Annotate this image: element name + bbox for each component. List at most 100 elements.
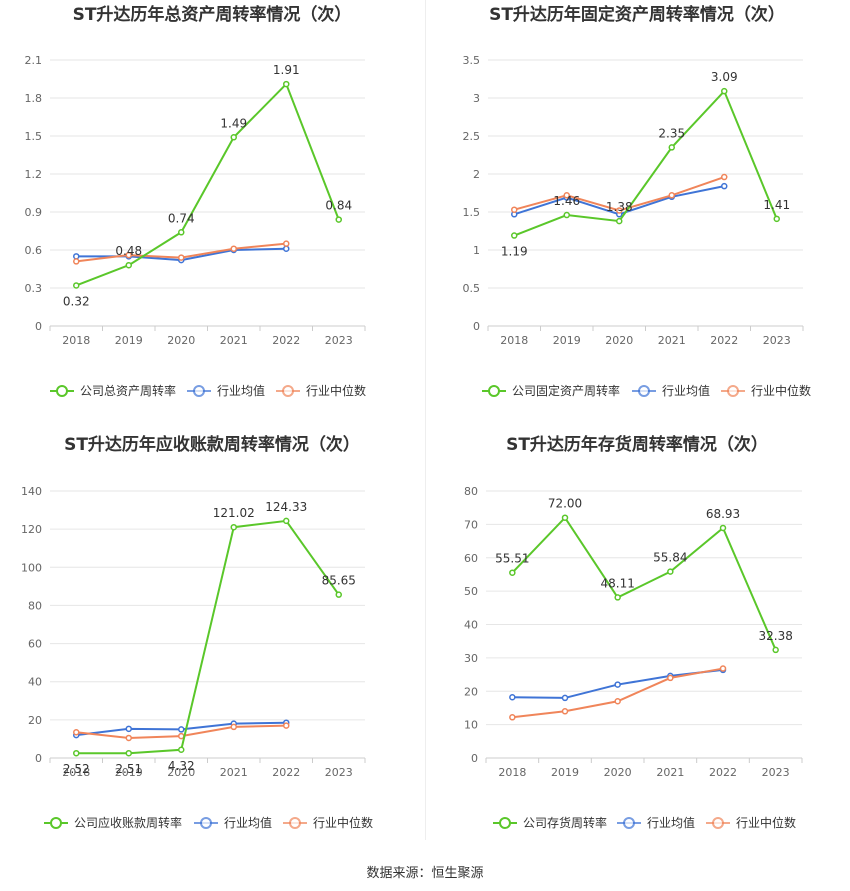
data-label: 32.38 — [758, 629, 792, 643]
data-point — [125, 734, 132, 742]
data-point — [614, 681, 621, 688]
chart-panel-receivables-turnover: ST升达历年应收账款周转率情况（次） 0 20 40 60 80 100 120 140 2018… — [0, 430, 425, 860]
y-tick-label: 40 — [464, 619, 478, 632]
data-label: 55.84 — [653, 551, 687, 565]
y-tick-label: 0.3 — [25, 282, 43, 295]
y-tick-label: 0.9 — [25, 206, 43, 219]
legend-swatch-marker — [727, 385, 739, 397]
legend-swatch-marker — [200, 817, 212, 829]
legend-swatch-marker — [289, 817, 301, 829]
chart-title: ST升达历年固定资产周转率情况（次） — [489, 4, 785, 25]
y-tick-label: 0 — [35, 752, 42, 765]
series-line — [513, 89, 778, 237]
data-label: 1.49 — [220, 116, 247, 130]
x-tick-label: 2018 — [62, 334, 90, 347]
data-point — [563, 192, 570, 199]
data-point — [73, 729, 80, 736]
y-tick-label: 0.6 — [25, 244, 43, 257]
y-tick-label: 0 — [35, 320, 42, 333]
data-point — [283, 245, 290, 252]
data-point — [283, 517, 290, 525]
y-tick-label: 20 — [28, 714, 42, 727]
x-tick-label: 2018 — [498, 766, 526, 779]
y-tick-label: 0 — [473, 320, 480, 333]
data-point — [561, 708, 569, 715]
x-tick-label: 2023 — [325, 334, 353, 347]
data-point — [230, 523, 237, 531]
data-label: 2.51 — [115, 762, 142, 776]
data-point — [335, 591, 342, 598]
legend-label: 行业中位数 — [313, 815, 373, 830]
data-label: 124.33 — [265, 500, 307, 514]
data-point — [509, 569, 516, 576]
data-label: 55.51 — [495, 552, 529, 566]
chart-fixed-asset-turnover: ST升达历年固定资产周转率情况（次） 0 0.5 1 1.5 2 2.5 3 3.5 2018 20… — [463, 4, 812, 398]
x-tick-label: 2020 — [604, 766, 632, 779]
y-tick-label: 3.5 — [463, 54, 481, 67]
panel-divider — [425, 0, 426, 840]
x-tick-label: 2020 — [167, 334, 195, 347]
y-tick-label: 60 — [464, 552, 478, 565]
x-tick-label: 2021 — [220, 334, 248, 347]
y-tick-label: 40 — [28, 676, 42, 689]
data-point — [73, 749, 80, 757]
x-tick-label: 2021 — [658, 334, 686, 347]
data-label: 121.02 — [213, 506, 255, 520]
y-tick-label: 50 — [464, 585, 478, 598]
data-point — [511, 206, 518, 213]
data-point — [178, 732, 185, 740]
x-tick-label: 2023 — [762, 766, 790, 779]
chart-inventory-turnover: ST升达历年存货周转率情况（次） 0 10 20 30 40 50 60 70 80 2018 201… — [464, 434, 803, 830]
x-tick-label: 2023 — [325, 766, 353, 779]
series-line — [512, 667, 724, 719]
legend-label: 行业中位数 — [751, 383, 811, 398]
data-point — [561, 694, 569, 702]
data-point — [178, 726, 185, 733]
data-label: 1.19 — [501, 245, 528, 259]
chart-total-asset-turnover: ST升达历年总资产周转率情况（次） 0 0.3 0.6 0.9 1.2 1.5 1.8 2.1 2… — [25, 4, 367, 398]
data-point — [73, 282, 80, 289]
data-label: 2.52 — [63, 762, 90, 776]
x-tick-label: 2019 — [551, 766, 579, 779]
x-tick-label: 2022 — [272, 766, 300, 779]
x-tick-label: 2021 — [220, 766, 248, 779]
data-label: 1.46 — [553, 194, 580, 208]
data-point — [125, 261, 132, 269]
x-tick-label: 2018 — [62, 766, 90, 779]
x-tick-label: 2021 — [656, 766, 684, 779]
series-line — [75, 82, 340, 287]
x-tick-label: 2022 — [710, 334, 738, 347]
data-label: 85.65 — [322, 574, 356, 588]
data-label: 0.84 — [325, 199, 352, 213]
legend-swatch-marker — [499, 817, 511, 829]
data-point — [773, 215, 780, 223]
data-point — [721, 182, 728, 190]
data-point — [283, 80, 290, 88]
y-tick-label: 80 — [28, 599, 42, 612]
data-point — [616, 207, 623, 214]
y-tick-label: 0 — [471, 752, 478, 765]
y-tick-label: 80 — [464, 485, 478, 498]
data-point — [125, 725, 132, 733]
y-tick-label: 30 — [464, 652, 478, 665]
chart-panel-fixed-asset-turnover: ST升达历年固定资产周转率情况（次） 0 0.5 1 1.5 2 2.5 3 3.5 2018 20… — [425, 0, 850, 430]
x-tick-label: 2020 — [605, 334, 633, 347]
data-label: 1.41 — [763, 198, 790, 212]
x-tick-label: 2019 — [553, 334, 581, 347]
legend-swatch-marker — [712, 817, 724, 829]
legend-label: 公司总资产周转率 — [80, 383, 176, 398]
data-point — [125, 749, 132, 757]
data-point — [667, 674, 674, 682]
x-tick-label: 2018 — [500, 334, 528, 347]
data-label: 2.35 — [658, 126, 685, 140]
y-tick-label: 2.1 — [25, 54, 43, 67]
data-label: 0.74 — [168, 211, 195, 225]
x-tick-label: 2020 — [167, 766, 195, 779]
data-label: 68.93 — [706, 507, 740, 521]
y-tick-label: 1.2 — [25, 168, 43, 181]
data-point — [511, 232, 518, 239]
y-tick-label: 20 — [464, 685, 478, 698]
data-point — [721, 87, 728, 95]
y-tick-label: 10 — [464, 719, 478, 732]
legend-swatch-marker — [623, 817, 635, 829]
